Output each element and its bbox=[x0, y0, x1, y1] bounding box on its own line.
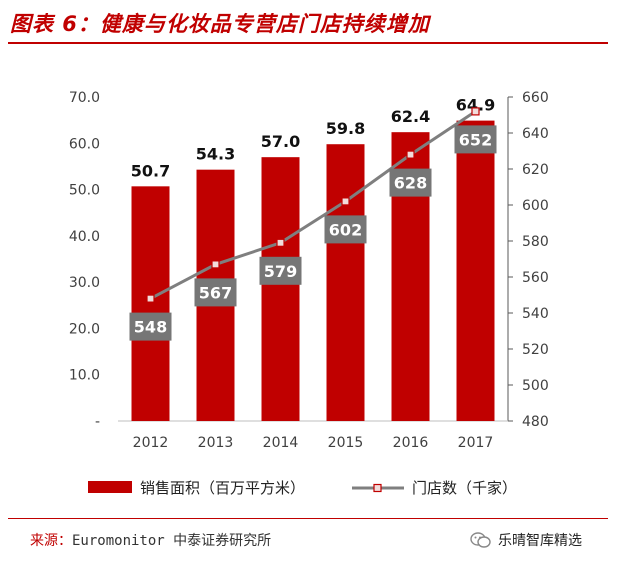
chart-title: 图表 6：健康与化妆品专营店门店持续增加 bbox=[10, 12, 430, 36]
y-right-tick-label: 580 bbox=[522, 234, 549, 250]
line-value-label: 579 bbox=[264, 262, 297, 281]
store-count-marker bbox=[276, 238, 285, 247]
line-label-box bbox=[129, 312, 172, 341]
bar-value-label: 62.4 bbox=[391, 107, 430, 126]
bar-value-label: 54.3 bbox=[196, 145, 235, 164]
line-value-label: 628 bbox=[394, 174, 427, 193]
line-label-box bbox=[259, 256, 302, 285]
legend-bar-label: 销售面积（百万平方米） bbox=[140, 479, 305, 497]
bar-value-label: 59.8 bbox=[326, 119, 365, 138]
y-left-tick-label: 50.0 bbox=[69, 183, 100, 199]
bar bbox=[131, 186, 170, 421]
bar bbox=[326, 144, 365, 421]
y-right-tick-label: 660 bbox=[522, 90, 549, 106]
store-count-line bbox=[149, 110, 477, 300]
line-value-label: 652 bbox=[459, 130, 492, 149]
watermark: 乐晴智库精选 bbox=[470, 530, 582, 550]
y-right-tick-label: 480 bbox=[522, 414, 549, 430]
x-tick-label: 2015 bbox=[328, 435, 364, 451]
y-right-tick-label: 620 bbox=[522, 162, 549, 178]
y-right-tick-label: 560 bbox=[522, 270, 549, 286]
store-count-marker bbox=[341, 197, 350, 206]
source-note: 来源：Euromonitor 中泰证券研究所 bbox=[30, 530, 271, 550]
bar bbox=[261, 157, 300, 421]
watermark-text: 乐晴智库精选 bbox=[498, 533, 582, 549]
y-right-tick-label: 540 bbox=[522, 306, 549, 322]
line-label-box bbox=[324, 215, 367, 244]
bar-value-label: 64.9 bbox=[456, 96, 495, 115]
y-left-tick-label: 20.0 bbox=[69, 321, 100, 337]
line-value-label: 567 bbox=[199, 283, 232, 302]
footer-divider bbox=[8, 518, 608, 519]
line-value-label: 602 bbox=[329, 220, 362, 239]
store-count-marker bbox=[211, 260, 220, 269]
y-left-tick-label: - bbox=[95, 414, 100, 430]
x-tick-label: 2014 bbox=[263, 435, 299, 451]
x-tick-label: 2017 bbox=[458, 435, 494, 451]
legend-line-label: 门店数（千家） bbox=[412, 479, 517, 497]
bar bbox=[456, 120, 495, 421]
line-label-box bbox=[194, 278, 237, 307]
title-divider bbox=[8, 42, 608, 44]
y-right-tick-label: 600 bbox=[522, 198, 549, 214]
y-right-tick-label: 640 bbox=[522, 126, 549, 142]
bar-value-label: 50.7 bbox=[131, 161, 170, 180]
y-left-tick-label: 70.0 bbox=[69, 90, 100, 106]
x-tick-label: 2012 bbox=[133, 435, 169, 451]
line-label-box bbox=[454, 125, 497, 154]
store-count-marker bbox=[406, 150, 415, 159]
y-left-tick-label: 10.0 bbox=[69, 368, 100, 384]
y-right-tick-label: 520 bbox=[522, 342, 549, 358]
y-left-tick-label: 40.0 bbox=[69, 229, 100, 245]
line-value-label: 548 bbox=[134, 318, 167, 337]
legend-line-marker bbox=[373, 483, 382, 493]
y-right-tick-label: 500 bbox=[522, 378, 549, 394]
x-tick-label: 2013 bbox=[198, 435, 234, 451]
legend-bar-swatch bbox=[88, 481, 132, 493]
line-label-box bbox=[389, 168, 432, 197]
source-text: Euromonitor 中泰证券研究所 bbox=[72, 533, 272, 549]
source-label: 来源： bbox=[30, 533, 72, 549]
x-tick-label: 2016 bbox=[393, 435, 429, 451]
wechat-icon bbox=[470, 532, 491, 548]
bar-value-label: 57.0 bbox=[261, 132, 300, 151]
y-left-tick-label: 30.0 bbox=[69, 275, 100, 291]
store-count-marker bbox=[471, 107, 480, 116]
y-left-tick-label: 60.0 bbox=[69, 136, 100, 152]
store-count-marker bbox=[146, 294, 155, 303]
